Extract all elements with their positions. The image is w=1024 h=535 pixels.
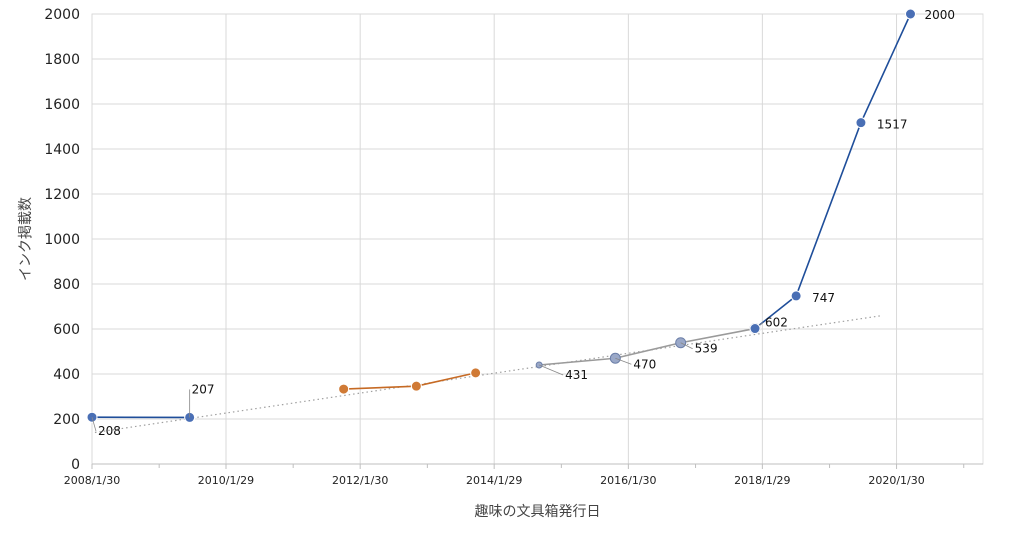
data-label-leader (680, 342, 693, 350)
y-tick-label: 600 (53, 322, 80, 338)
data-label: 208 (98, 424, 121, 438)
y-tick-label: 0 (71, 457, 80, 473)
data-label: 2000 (924, 8, 955, 22)
data-label: 602 (765, 316, 788, 330)
x-tick-label: 2018/1/29 (734, 474, 790, 487)
series-line (343, 372, 476, 390)
series-line (754, 13, 912, 330)
data-point (410, 380, 422, 392)
x-axis-title: 趣味の文具箱発行日 (475, 504, 601, 520)
data-label: 207 (192, 382, 215, 396)
data-point (790, 290, 802, 302)
x-tick-label: 2020/1/30 (868, 474, 924, 487)
data-label: 470 (633, 357, 656, 371)
data-label: 747 (812, 291, 835, 305)
data-label-leader (615, 357, 632, 365)
x-tick-label: 2010/1/29 (198, 474, 254, 487)
y-tick-label: 1600 (44, 97, 80, 113)
y-tick-label: 1000 (44, 232, 80, 248)
data-point (338, 383, 350, 395)
y-tick-label: 1200 (44, 187, 80, 203)
data-point (749, 323, 761, 335)
data-label: 431 (565, 368, 588, 382)
y-axis-title: インク掲載数 (18, 197, 34, 281)
series-line (539, 327, 756, 366)
x-tick-label: 2008/1/30 (64, 474, 120, 487)
data-label-leader (91, 417, 97, 432)
y-tick-label: 200 (53, 412, 80, 428)
x-tick-label: 2016/1/30 (600, 474, 656, 487)
data-point (470, 367, 482, 379)
x-tick-label: 2014/1/29 (466, 474, 522, 487)
data-label: 539 (695, 342, 718, 356)
x-tick-label: 2012/1/30 (332, 474, 388, 487)
data-point (855, 117, 867, 129)
data-label-leader (538, 364, 564, 376)
y-tick-label: 2000 (44, 7, 80, 23)
data-point (904, 8, 916, 20)
data-label: 1517 (877, 118, 908, 132)
y-tick-label: 1400 (44, 142, 80, 158)
y-tick-label: 400 (53, 367, 80, 383)
y-tick-label: 800 (53, 277, 80, 293)
y-tick-label: 1800 (44, 52, 80, 68)
